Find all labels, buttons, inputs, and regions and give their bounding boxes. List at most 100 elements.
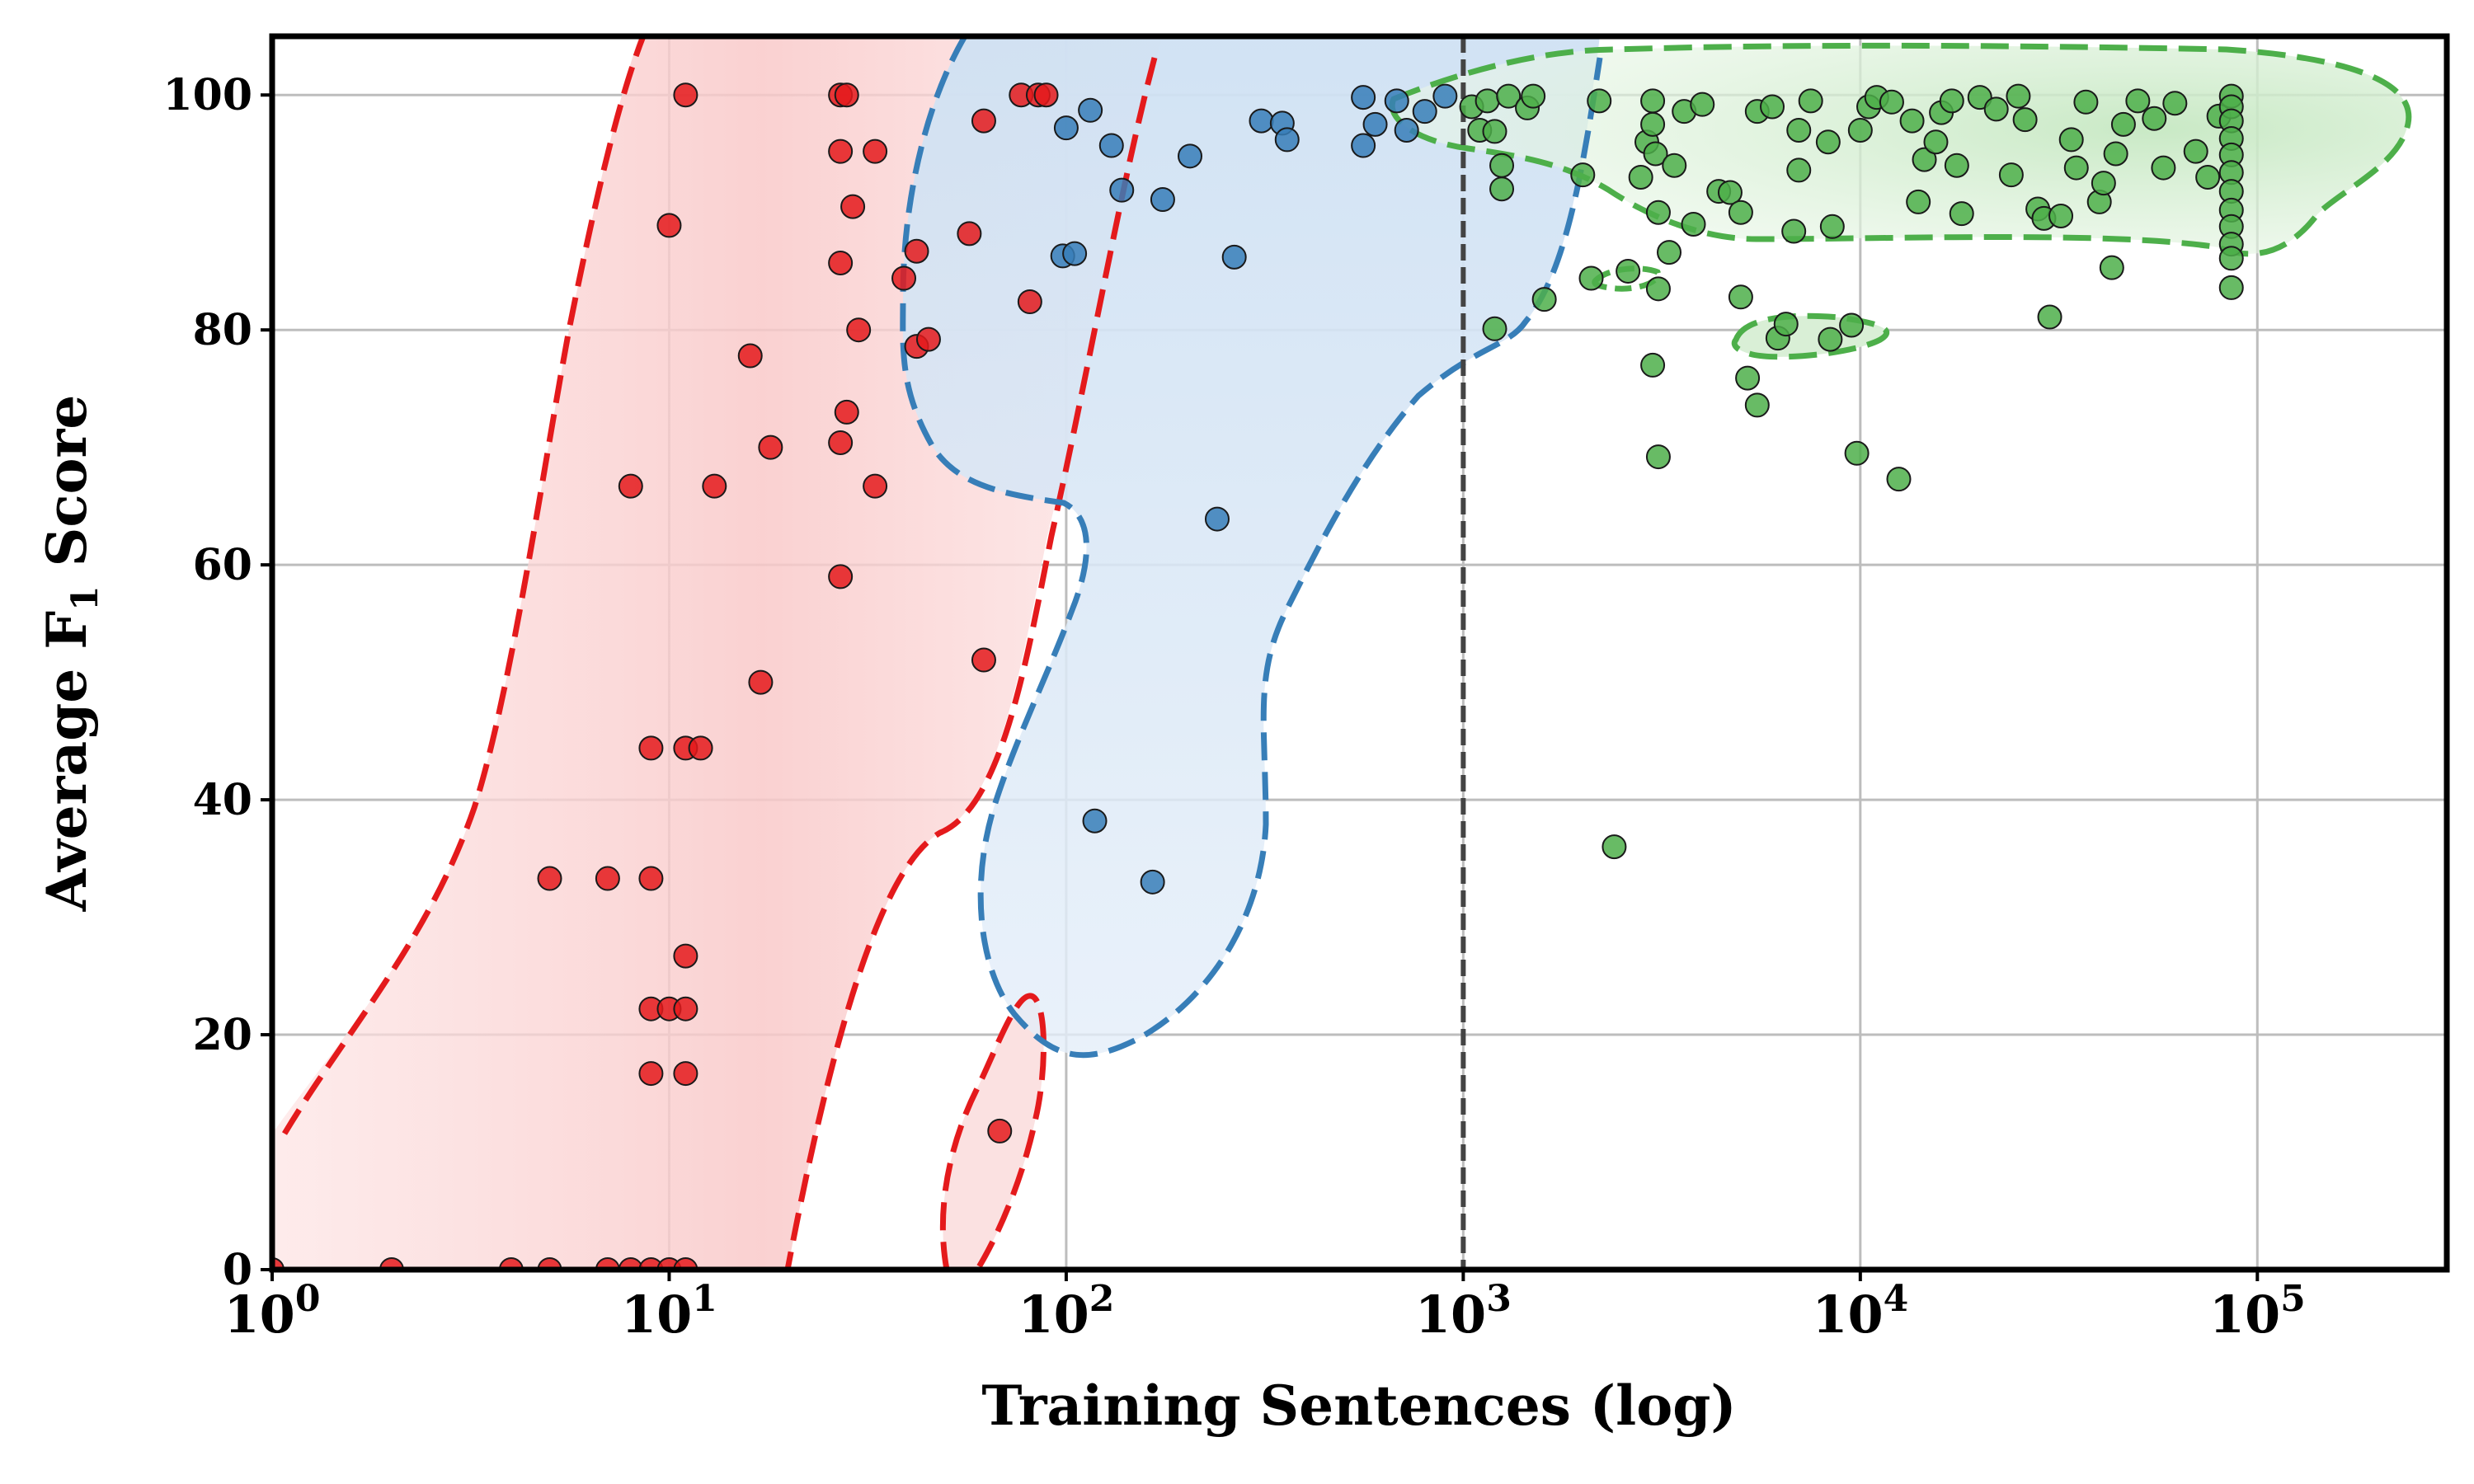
mid-resource-point (1178, 143, 1203, 169)
x-tick-label: 103 (1415, 1278, 1512, 1345)
low-resource-point (1033, 82, 1059, 108)
high-resource-point (1643, 141, 1668, 167)
low-resource-contour-right (784, 57, 1158, 1270)
high-resource-point (2125, 88, 2151, 114)
high-resource-point (2162, 91, 2188, 116)
high-resource-point (2012, 107, 2038, 133)
low-resource-point (971, 647, 996, 673)
x-tick-label: 105 (2209, 1278, 2306, 1345)
high-resource-point (1781, 218, 1807, 244)
mid-resource-point (1062, 241, 1088, 266)
high-resource-point (1786, 117, 1812, 143)
high-resource-point (1923, 129, 1949, 155)
y-tick-label: 20 (193, 1010, 252, 1060)
high-resource-point (1645, 444, 1671, 470)
high-resource-point (1475, 88, 1500, 114)
high-resource-point (1482, 119, 1507, 144)
low-resource-point (828, 250, 854, 275)
low-resource-point (758, 434, 783, 460)
high-resource-point (1570, 162, 1596, 188)
high-resource-point (1640, 111, 1666, 137)
low-resource-point (828, 139, 854, 164)
low-resource-point (688, 735, 713, 761)
high-resource-point (1998, 162, 2024, 188)
mid-resource-point (1351, 85, 1376, 110)
high-resource-point (1906, 189, 1931, 214)
y-tick-label: 80 (193, 305, 252, 355)
mid-resource-point (1150, 187, 1175, 213)
scatter-points (272, 82, 2244, 1270)
high-resource-point (1681, 211, 1706, 237)
high-resource-point (1640, 352, 1666, 378)
high-resource-point (2073, 89, 2099, 115)
mid-resource-point (1412, 99, 1437, 124)
high-resource-point (1662, 153, 1687, 178)
high-resource-point (1819, 214, 1845, 239)
y-axis-ticks: 0 20 40 60 80 100 (162, 70, 272, 1295)
mid-resource-point (1078, 97, 1103, 123)
high-resource-point (1531, 287, 1557, 312)
low-resource-point (915, 326, 941, 352)
high-resource-point (2183, 139, 2208, 164)
mid-resource-point (1249, 108, 1274, 134)
low-resource-point (846, 317, 872, 343)
low-resource-point (828, 564, 854, 589)
high-resource-point (1616, 258, 1641, 284)
high-resource-point (1879, 89, 1904, 115)
low-resource-point (863, 473, 888, 499)
mid-resource-point (1140, 869, 1165, 895)
mid-resource-contour (900, 36, 1603, 1059)
high-resource-point (1657, 240, 1682, 265)
plot-frame (269, 33, 2450, 1273)
high-resource-point (2006, 83, 2031, 109)
low-resource-point (987, 1118, 1013, 1144)
high-resource-point (2218, 246, 2244, 271)
low-resource-point (638, 1061, 664, 1087)
high-resource-point (1489, 176, 1515, 202)
high-resource-point (1983, 96, 2009, 122)
mid-resource-point (1384, 88, 1409, 114)
x-axis-label: Training Sentences (log) (981, 1374, 1736, 1438)
x-tick-label: 100 (224, 1278, 321, 1345)
y-axis-label: Average F1 Score (35, 395, 106, 913)
high-resource-point (1690, 92, 1715, 117)
low-resource-point (656, 213, 682, 238)
low-resource-point (618, 473, 643, 499)
mid-resource-density-fill (902, 36, 1600, 1055)
high-resource-point (1587, 88, 1612, 114)
low-resource-point (840, 194, 866, 219)
mid-resource-point (1394, 117, 1419, 143)
mid-resource-point (1109, 177, 1135, 203)
high-resource-point (2099, 255, 2124, 280)
low-resource-point (971, 108, 996, 134)
density-regions (272, 36, 2412, 1270)
high-resource-point (2218, 275, 2244, 300)
low-resource-point (638, 735, 664, 761)
high-resource-point (2103, 141, 2128, 167)
high-resource-point (1847, 117, 1873, 143)
high-resource-point (2151, 155, 2176, 181)
high-resource-point (1899, 108, 1925, 134)
high-resource-point (2037, 304, 2062, 330)
low-resource-point (673, 1061, 698, 1087)
high-resource-point (1939, 88, 1964, 114)
high-resource-point (1949, 201, 1974, 227)
high-resource-point (1628, 164, 1653, 190)
low-resource-point (673, 943, 698, 969)
high-resource-point (1717, 180, 1743, 205)
mid-resource-point (1221, 244, 1247, 270)
high-resource-point (2110, 111, 2136, 137)
high-resource-point (1735, 365, 1761, 391)
high-resource-point (1602, 834, 1627, 860)
mid-resource-point (1098, 133, 1124, 158)
y-tick-label: 100 (162, 70, 252, 120)
high-resource-point (2195, 164, 2221, 190)
high-resource-point (1496, 83, 1522, 109)
low-resource-point (537, 866, 562, 891)
low-resource-point (748, 669, 774, 695)
high-resource-point (2091, 171, 2116, 196)
low-resource-point (828, 430, 854, 455)
high-resource-point (1728, 200, 1753, 225)
high-resource-point (1818, 326, 1843, 352)
